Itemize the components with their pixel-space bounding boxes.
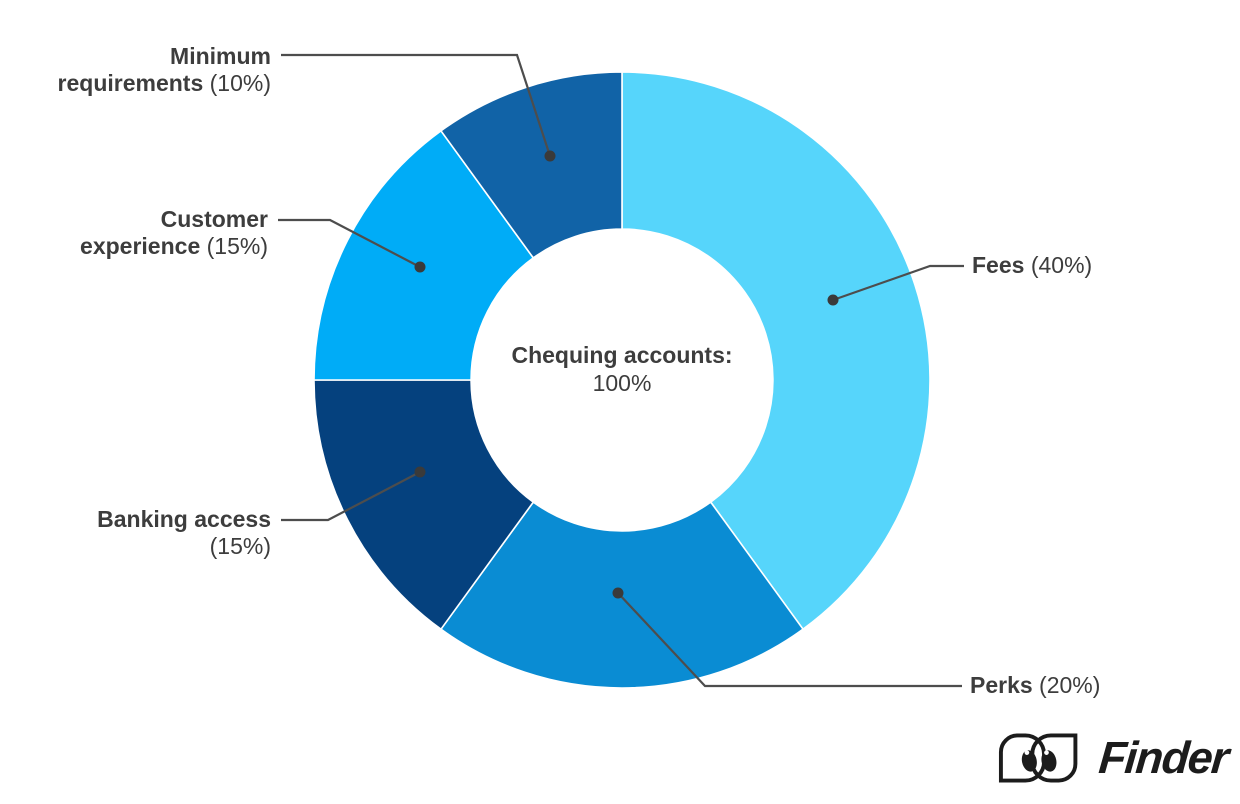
- label-banking-access-pct: (15%): [209, 533, 271, 559]
- donut-segment-minimum-requirements: [439, 71, 623, 260]
- label-customer-experience-name-line1: Customer: [160, 206, 268, 232]
- leader-dot-banking-access: [414, 466, 426, 478]
- label-fees-pct: (40%): [1024, 252, 1093, 278]
- center-label-title: Chequing accounts:: [511, 342, 733, 368]
- label-perks: Perks (20%): [970, 672, 1100, 699]
- label-banking-access: Banking access (15%): [97, 506, 271, 560]
- finder-logo-text: Finder: [1096, 732, 1230, 783]
- donut-segment-customer-experience: [313, 129, 535, 381]
- label-customer-experience: Customer experience (15%): [80, 206, 268, 260]
- label-fees-name: Fees: [972, 252, 1025, 278]
- label-customer-experience-pct: (15%): [200, 233, 268, 259]
- label-minimum-requirements-pct: (10%): [203, 70, 271, 96]
- leader-dot-customer-experience: [414, 261, 426, 273]
- leader-line-banking-access: [281, 471, 421, 522]
- donut-center-label: Chequing accounts: 100%: [472, 341, 772, 397]
- donut-segment-fees: [621, 71, 931, 631]
- label-banking-access-name: Banking access: [97, 506, 271, 532]
- leader-line-fees: [832, 264, 964, 302]
- finder-logo: Finder: [997, 731, 1230, 785]
- label-minimum-requirements-name-line1: Minimum: [170, 43, 271, 69]
- label-perks-name: Perks: [970, 672, 1033, 698]
- leader-dot-minimum-requirements: [544, 150, 556, 162]
- label-customer-experience-name-line2: experience: [80, 233, 201, 259]
- center-label-value: 100%: [592, 370, 652, 396]
- finder-eyes-icon: [998, 733, 1078, 783]
- leader-line-customer-experience: [278, 218, 421, 268]
- label-perks-pct: (20%): [1032, 672, 1101, 698]
- donut-segment-banking-access: [313, 379, 535, 631]
- leader-dot-perks: [612, 587, 624, 599]
- label-fees: Fees (40%): [972, 252, 1092, 279]
- leader-line-minimum-requirements: [281, 53, 552, 157]
- label-minimum-requirements: Minimum requirements (10%): [58, 43, 271, 97]
- leader-line-perks: [617, 592, 962, 688]
- leader-dot-fees: [827, 294, 839, 306]
- label-minimum-requirements-name-line2: requirements: [57, 70, 204, 96]
